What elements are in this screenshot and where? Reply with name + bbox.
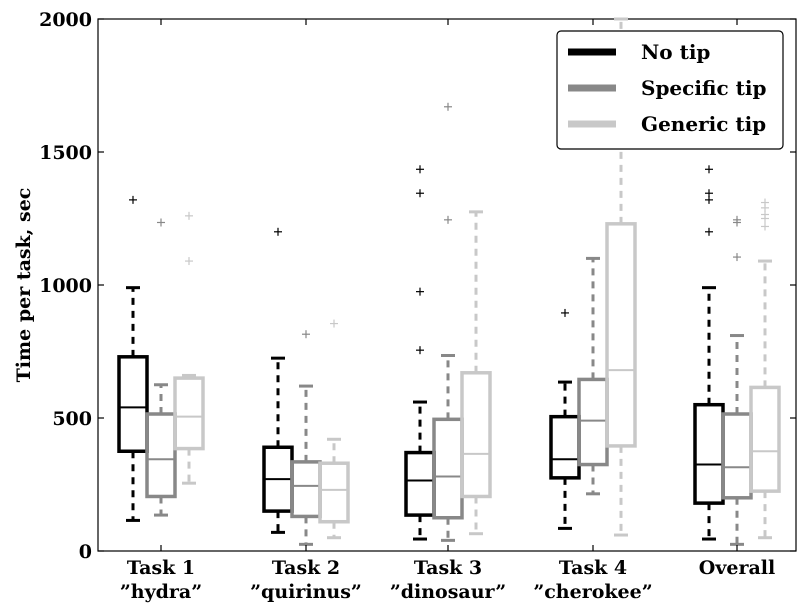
- outlier-point: [761, 222, 769, 231]
- outlier-point: [416, 189, 424, 198]
- outlier-point: [129, 195, 137, 204]
- outlier-point: [185, 257, 193, 266]
- outlier-point: [302, 330, 310, 339]
- outlier-point: [185, 211, 193, 220]
- box: [460, 210, 492, 536]
- outlier-point: [733, 215, 741, 224]
- outlier-point: [444, 215, 452, 224]
- box: [173, 211, 205, 485]
- legend-box: [556, 30, 784, 150]
- x-tick-label: Overall: [699, 557, 775, 579]
- y-axis-label: Time per task, sec: [13, 188, 35, 383]
- box-body: [577, 377, 609, 467]
- legend-label: Generic tip: [641, 112, 766, 136]
- box-body: [145, 412, 177, 499]
- series-generic-tip: [173, 17, 781, 540]
- outlier-point: [274, 227, 282, 236]
- y-tick-label: 1000: [39, 275, 92, 297]
- x-axis: Task 1”hydra” Task 2”quirinus” Task 3”dino…: [120, 19, 775, 603]
- box: [145, 218, 177, 517]
- box: [262, 227, 294, 534]
- box: [693, 165, 725, 541]
- box: [549, 308, 581, 530]
- box-body: [318, 461, 350, 524]
- x-tick-label: Task 1: [127, 557, 195, 579]
- box-body: [749, 385, 781, 493]
- box: [432, 102, 464, 542]
- box: [117, 195, 149, 522]
- y-tick-label: 0: [79, 541, 92, 563]
- box: [749, 198, 781, 540]
- outlier-point: [561, 308, 569, 317]
- outlier-point: [705, 165, 713, 174]
- y-tick-label: 500: [52, 408, 92, 430]
- box-body: [693, 402, 725, 505]
- box-body: [117, 355, 149, 454]
- x-tick-label: ”cherokee”: [533, 581, 652, 603]
- x-tick-label: Task 2: [272, 557, 340, 579]
- outlier-point: [444, 102, 452, 111]
- legend-item: No tip: [568, 40, 710, 64]
- outlier-point: [761, 198, 769, 207]
- outlier-point: [157, 218, 165, 227]
- outlier-point: [705, 189, 713, 198]
- box: [721, 215, 753, 546]
- box-body: [404, 450, 436, 517]
- outlier-point: [733, 253, 741, 262]
- box: [404, 165, 436, 541]
- box: [577, 256, 609, 496]
- outlier-point: [330, 319, 338, 328]
- x-tick-label: ”dinosaur”: [390, 581, 506, 603]
- series-no-tip: [117, 165, 725, 541]
- x-tick-label: ”hydra”: [120, 581, 202, 603]
- box-body: [549, 414, 581, 480]
- y-tick-label: 2000: [39, 9, 92, 31]
- outlier-point: [416, 165, 424, 174]
- series-specific-tip: [145, 102, 753, 546]
- y-axis: 0 500 1000 1500 2000: [39, 9, 796, 563]
- legend-label: No tip: [641, 40, 710, 64]
- x-tick-label: Task 4: [559, 557, 627, 579]
- legend: No tip Specific tip Generic tip: [556, 30, 784, 150]
- box: [290, 330, 322, 546]
- box-body: [432, 417, 464, 520]
- outlier-point: [416, 346, 424, 355]
- box-body: [721, 412, 753, 500]
- legend-item: Generic tip: [568, 112, 766, 136]
- box: [318, 319, 350, 540]
- x-tick-label: Task 3: [414, 557, 482, 579]
- outlier-point: [705, 227, 713, 236]
- box-body: [173, 376, 205, 451]
- x-tick-label: ”quirinus”: [250, 581, 362, 603]
- box-body: [460, 371, 492, 499]
- outlier-point: [416, 287, 424, 296]
- y-tick-label: 1500: [39, 142, 92, 164]
- box-body: [290, 460, 322, 519]
- box-body: [605, 222, 637, 448]
- legend-item: Specific tip: [568, 76, 766, 100]
- legend-label: Specific tip: [641, 76, 766, 100]
- plot-area: [97, 17, 797, 552]
